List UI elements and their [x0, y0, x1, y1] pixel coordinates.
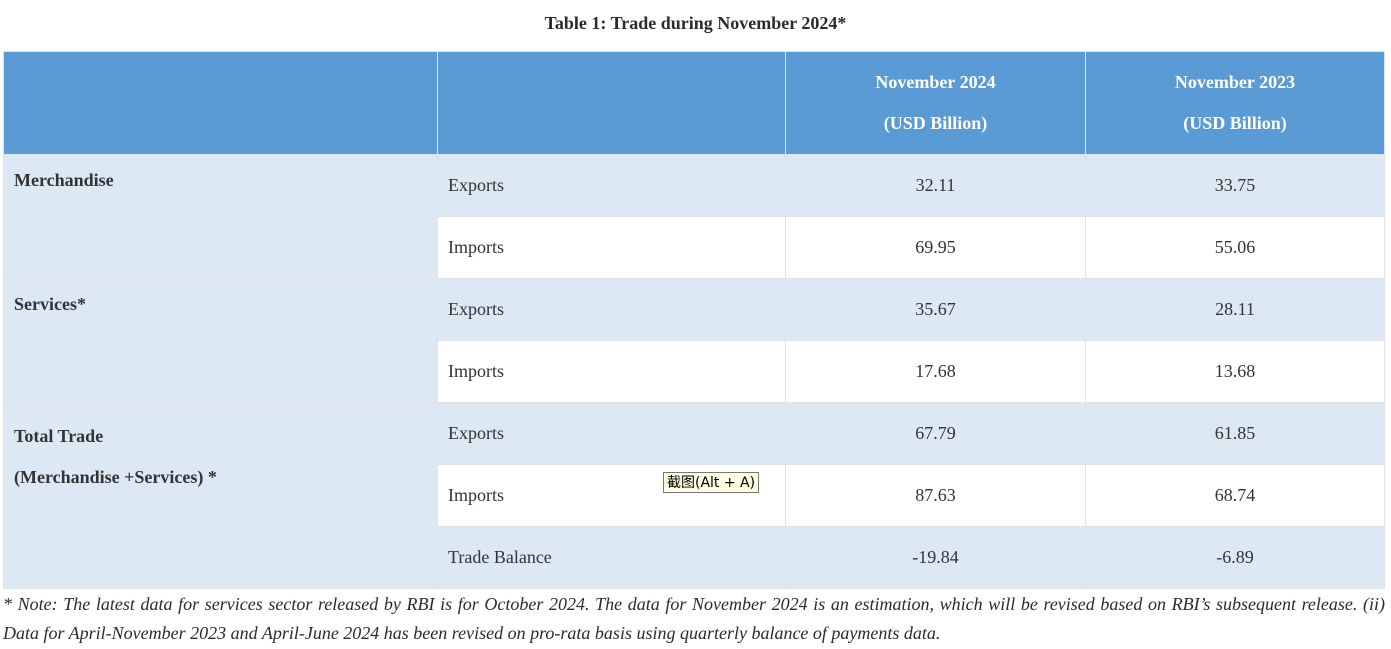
header-nov-2023-label: November 2023 — [1174, 72, 1296, 92]
group-merchandise: Merchandise — [3, 154, 438, 279]
table-row: Total Trade (Merchandise +Services) * Ex… — [3, 402, 1385, 589]
value-nov-2023: 28.11 — [1085, 278, 1385, 341]
value-nov-2023: 55.06 — [1085, 216, 1385, 279]
header-nov-2024: November 2024 (USD Billion) — [785, 51, 1086, 155]
group-total-trade: Total Trade (Merchandise +Services) * — [3, 402, 438, 589]
table-row: Trade Balance -19.84 -6.89 — [4, 526, 1385, 589]
table-title: Table 1: Trade during November 2024* — [544, 13, 847, 33]
value-nov-2023: 68.74 — [1085, 464, 1385, 527]
header-item — [437, 51, 786, 155]
value-nov-2024: 67.79 — [785, 402, 1086, 465]
value-nov-2024: -19.84 — [785, 526, 1086, 589]
table-row: Merchandise Exports 32.11 33.75 — [3, 154, 1385, 279]
value-nov-2023: 61.85 — [1085, 402, 1385, 465]
value-nov-2024: 87.63 — [785, 464, 1086, 527]
header-nov-2024-unit: (USD Billion) — [883, 113, 988, 133]
row-item: Exports — [437, 278, 786, 341]
group-services: Services* — [3, 278, 438, 403]
group-total-trade-label: Total Trade — [14, 426, 104, 446]
value-nov-2023: 33.75 — [1085, 154, 1385, 217]
header-nov-2024-label: November 2024 — [875, 72, 996, 92]
row-item: Imports — [437, 340, 786, 403]
value-nov-2023: -6.89 — [1085, 526, 1385, 589]
value-nov-2024: 69.95 — [785, 216, 1086, 279]
row-item: Exports — [437, 154, 786, 217]
header-row: November 2024 (USD Billion) November 202… — [3, 51, 1385, 155]
row-item: Imports — [437, 216, 786, 279]
footnote: * Note: The latest data for services sec… — [3, 594, 1385, 643]
group-total-trade-sublabel: (Merchandise +Services) * — [14, 467, 217, 487]
value-nov-2024: 17.68 — [785, 340, 1086, 403]
table-row: Imports 17.68 13.68 — [4, 340, 1385, 403]
table-row: Services* Exports 35.67 28.11 — [3, 278, 1385, 403]
trade-table: November 2024 (USD Billion) November 202… — [3, 51, 1385, 589]
header-nov-2023-unit: (USD Billion) — [1183, 113, 1287, 133]
value-nov-2024: 35.67 — [785, 278, 1086, 341]
header-nov-2023: November 2023 (USD Billion) — [1085, 51, 1385, 155]
value-nov-2024: 32.11 — [785, 154, 1086, 217]
row-item: Exports — [437, 402, 786, 465]
header-category — [3, 51, 438, 155]
row-item: Trade Balance — [437, 526, 786, 589]
screenshot-tooltip: 截图(Alt + A) — [663, 472, 760, 493]
table-row: Imports 69.95 55.06 — [4, 216, 1385, 279]
value-nov-2023: 13.68 — [1085, 340, 1385, 403]
